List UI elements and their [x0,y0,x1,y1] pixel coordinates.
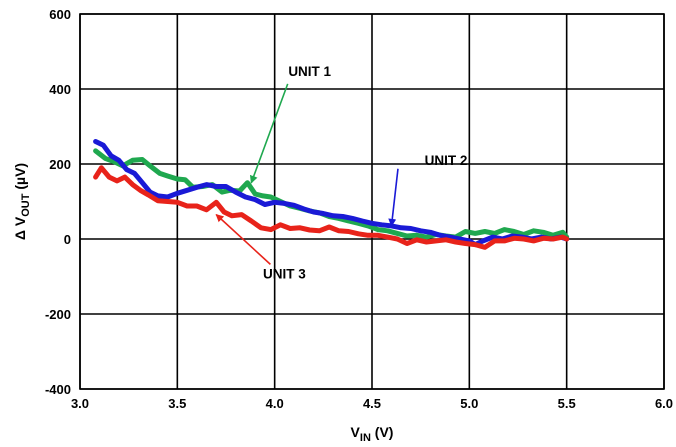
data-series [93,139,570,250]
x-tick-labels: 3.0 3.5 4.0 4.5 5.0 5.5 6.0 [71,396,673,411]
y-tick-label: 400 [49,82,71,97]
x-axis-title: VIN (V) [351,424,394,444]
annotation-label-unit-3: UNIT 3 [263,266,306,281]
series-line-unit-3 [93,165,570,250]
x-tick-label: 4.0 [266,396,284,411]
y-tick-label: 200 [49,157,71,172]
x-tick-label: 6.0 [655,396,673,411]
y-tick-label: 600 [49,7,71,22]
x-tick-label: 5.0 [460,396,478,411]
y-tick-label: 0 [64,232,71,247]
annotation-label-unit-2: UNIT 2 [425,153,468,168]
y-tick-label: -400 [45,382,71,397]
plot-frame [79,13,665,390]
annotation-arrow-unit-3 [215,213,271,265]
x-tick-label: 3.5 [168,396,186,411]
series-annotations: UNIT 1 UNIT 2 UNIT 3 [215,64,468,281]
y-tick-labels: -400 -200 0 200 400 600 [45,7,71,397]
x-tick-label: 5.5 [558,396,576,411]
y-tick-label: -200 [45,307,71,322]
y-axis-title: Δ VOUT (µV) [12,163,32,240]
annotation-arrow-unit-2 [388,168,399,227]
x-tick-label: 3.0 [71,396,89,411]
annotation-arrow-unit-1 [249,83,289,184]
x-tick-label: 4.5 [363,396,381,411]
annotation-label-unit-1: UNIT 1 [288,64,331,79]
series-line-unit-2 [93,139,570,248]
